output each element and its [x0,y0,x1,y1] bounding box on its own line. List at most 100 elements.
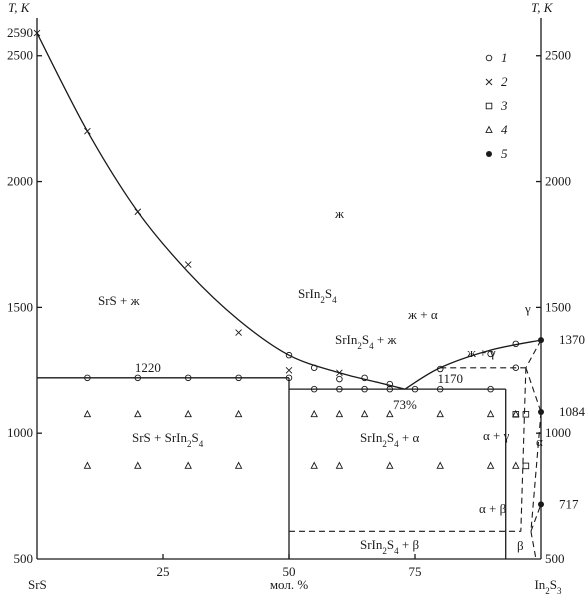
region-label: SrIn2S4 + β [360,537,419,556]
region-label: SrS + SrIn2S4 [132,430,204,449]
value-label: 717 [559,496,579,511]
dashed-boundary [530,412,542,532]
marker-open-triangle [83,409,92,418]
marker-open-triangle [360,409,369,418]
legend-label: 5 [501,146,508,161]
marker-open-circle [134,374,142,382]
legend: 1 2 3 4 5 [485,50,508,161]
marker-open-circle [310,385,318,393]
marker-cross [485,78,493,86]
marker-open-circle [361,385,368,393]
marker-open-triangle [512,409,520,418]
marker-open-circle [386,385,394,393]
marker-open-triangle [184,409,192,418]
region-label: α + β [479,501,507,516]
marker-open-triangle [335,461,344,469]
data-markers [33,29,544,508]
marker-open-triangle [486,409,495,418]
right-tick-label: 1000 [545,425,571,440]
marker-open-circle [512,340,520,348]
dashed-boundary [530,531,537,560]
marker-open-circle [361,374,368,382]
marker-open-triangle [310,461,318,469]
marker-filled-circle [538,501,544,508]
x-tick-label: 50 [283,564,296,579]
value-label: 1370 [559,332,585,347]
dashed-boundary [525,339,542,369]
value-label: 1220 [135,360,161,375]
marker-cross [285,366,293,374]
x-end-label-left: SrS [28,577,47,592]
right-tick-label: 2000 [545,174,571,189]
dashed-boundary [525,367,542,413]
marker-open-triangle [485,125,493,133]
right-tick-label: 1500 [545,299,571,314]
value-label: 1084 [559,404,586,419]
marker-open-circle [411,385,419,393]
marker-open-square [485,102,493,110]
marker-open-triangle [386,409,394,418]
marker-open-triangle [335,409,344,418]
left-top-value-label: 2590 [7,25,33,40]
marker-open-circle [285,351,293,359]
marker-open-triangle [234,461,243,469]
marker-cross [84,127,91,135]
right-bottom-value-label: 500 [545,551,565,566]
region-label: ж + α [407,307,438,322]
bottom-axis: 25 50 75 мол. % SrS In2S3 [28,554,562,594]
marker-open-triangle [436,461,444,469]
marker-open-circle [436,365,444,373]
marker-open-circle [310,364,318,372]
left-bottom-value-label: 500 [14,551,34,566]
left-axis-unit-label: T, K [8,0,31,15]
marker-open-circle [336,375,343,383]
region-label: SrIn2S4 + α [360,430,419,449]
value-label: 73% [393,397,417,412]
value-labels: 1220 1170 73% 1370 1084 717 [135,332,586,511]
region-label: ж + γ [466,345,496,360]
right-axis: T, K 1000 1500 2000 2500 500 [531,0,571,566]
marker-open-triangle [386,461,394,469]
marker-open-circle [235,374,242,382]
region-label: α + γ [483,428,510,443]
marker-open-circle [285,374,293,382]
left-tick-label: 2000 [7,174,33,189]
marker-open-circle [386,380,394,388]
region-label: γ [524,301,531,316]
dashed-boundary [530,504,542,532]
marker-open-triangle [234,409,243,418]
region-label: α [536,434,543,449]
value-label: 1170 [438,371,464,386]
marker-open-circle [336,385,343,393]
marker-open-square [522,411,530,418]
region-label: β [517,538,524,553]
x-tick-label: 75 [409,564,422,579]
marker-filled-circle [538,337,544,344]
legend-label: 2 [501,74,508,89]
legend-label: 1 [501,50,508,65]
phase-boundaries [36,32,542,560]
legend-label: 4 [501,122,508,137]
marker-open-square [522,462,530,470]
solid-boundary [36,32,406,390]
marker-cross [134,208,142,216]
x-axis-label: мол. % [270,577,309,592]
right-axis-unit-label: T, K [531,0,554,15]
marker-cross [184,261,192,268]
left-tick-label: 1500 [7,299,33,314]
marker-open-circle [512,364,520,372]
marker-open-circle [487,350,494,358]
legend-label: 3 [500,98,508,113]
marker-open-triangle [486,461,495,469]
marker-open-triangle [83,461,92,469]
marker-open-triangle [436,409,444,418]
marker-open-triangle [310,409,318,418]
marker-open-circle [487,385,494,393]
region-label: SrIn2S4 + ж [335,332,397,351]
region-label: SrIn2S4 [298,286,337,305]
dashed-boundary [520,367,527,532]
marker-open-triangle [184,461,192,469]
marker-open-circle [84,374,91,382]
region-label: SrS + ж [98,293,141,308]
marker-filled-circle [486,151,492,157]
